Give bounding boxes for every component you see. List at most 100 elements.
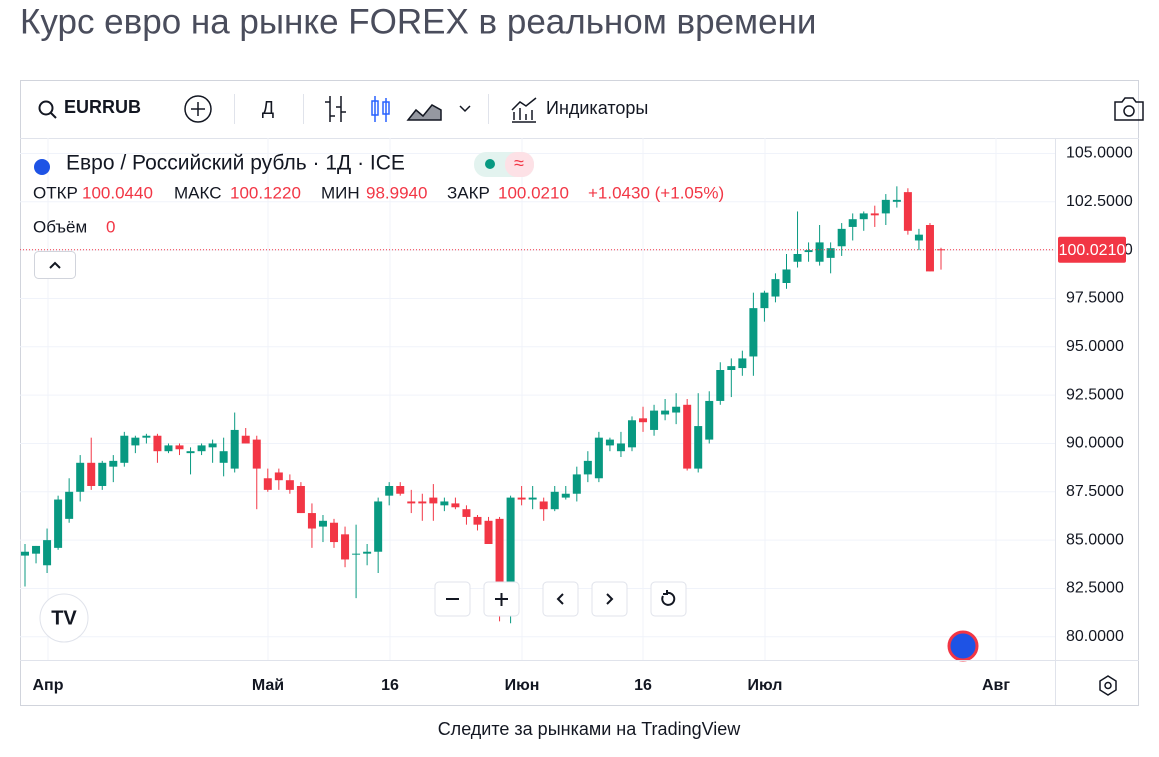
- area-icon[interactable]: [406, 104, 442, 121]
- legend: Евро / Российский рубль · 1Д · ICE ≈ ОТК…: [33, 152, 724, 279]
- candle-body: [903, 192, 912, 231]
- price-marker-label: 100.0210: [1059, 242, 1126, 259]
- candle-body: [815, 242, 824, 262]
- candle-body: [43, 540, 52, 566]
- candle-body: [892, 199, 901, 202]
- low-value: 98.9940: [366, 183, 427, 202]
- candle-body: [164, 445, 173, 452]
- y-tick-label: 82.5000: [1066, 580, 1124, 597]
- scroll-left[interactable]: [542, 581, 579, 617]
- candle-body: [550, 491, 559, 510]
- candle-body: [263, 478, 272, 490]
- x-tick-label: 16: [634, 677, 652, 694]
- candle-body: [616, 443, 625, 452]
- candle-body: [186, 451, 195, 454]
- tv-logo[interactable]: [39, 593, 89, 643]
- y-tick-label: 95.0000: [1066, 338, 1124, 355]
- y-tick-label: 102.5000: [1066, 193, 1133, 210]
- x-tick-label: Авг: [982, 677, 1010, 694]
- collapse-button[interactable]: [34, 251, 76, 279]
- high-label: МАКС: [174, 183, 222, 202]
- candle-body: [650, 410, 659, 430]
- symbol-logo: [34, 159, 50, 175]
- search-icon[interactable]: [38, 100, 54, 116]
- page-title: Курс евро на рынке FOREX в реальном врем…: [20, 2, 816, 41]
- candle-body: [252, 439, 261, 469]
- volume-label: Объём: [33, 217, 87, 236]
- candle-body: [694, 426, 703, 469]
- candle-body: [749, 308, 758, 357]
- candle-body: [484, 520, 493, 544]
- candle-body: [605, 439, 614, 446]
- open-label: ОТКР: [33, 183, 78, 202]
- candle-body: [65, 491, 74, 519]
- zoom-controls: [434, 581, 687, 617]
- candle-body: [374, 501, 383, 552]
- low-label: МИН: [321, 183, 360, 202]
- candle-body: [87, 462, 96, 486]
- close-label: ЗАКР: [447, 183, 490, 202]
- candle-body: [407, 501, 416, 504]
- candle-body: [517, 497, 526, 500]
- candle-body: [318, 520, 327, 527]
- candle-body: [539, 501, 548, 510]
- candle-body: [120, 435, 129, 463]
- y-tick-label: 97.5000: [1066, 290, 1124, 307]
- candle-body: [473, 516, 482, 525]
- candles-icon[interactable]: [371, 96, 390, 122]
- interval[interactable]: Д: [262, 98, 274, 118]
- currency-badge: [947, 630, 979, 662]
- x-tick-label: Апр: [33, 677, 64, 694]
- change-value: +1.0430 (+1.05%): [588, 183, 724, 202]
- candle-body: [153, 435, 162, 452]
- chart-type-menu[interactable]: [459, 105, 471, 113]
- y-tick-label: 80.0000: [1066, 628, 1124, 645]
- candle-body: [21, 551, 29, 556]
- indicators-icon[interactable]: [511, 97, 537, 123]
- indicators[interactable]: Индикаторы: [546, 98, 648, 118]
- candle-body: [241, 435, 250, 444]
- y-tick-label: 92.5000: [1066, 386, 1124, 403]
- candle-body: [506, 497, 515, 608]
- candle-body: [771, 279, 780, 297]
- candle-body: [561, 493, 570, 498]
- candle-body: [848, 219, 857, 227]
- candle-body: [363, 551, 372, 554]
- candle-body: [881, 199, 890, 214]
- candle-body: [285, 480, 294, 490]
- candle-body: [683, 404, 692, 469]
- candle-body: [495, 518, 504, 608]
- candle-body: [583, 460, 592, 475]
- scroll-right[interactable]: [591, 581, 628, 617]
- candle-body: [296, 486, 305, 514]
- plot: 80.0000 82.5000 85.0000 87.5000 90.0000 92.50…: [20, 138, 1133, 694]
- candle-body: [197, 445, 206, 452]
- candle-body: [396, 486, 405, 494]
- reset-button[interactable]: [650, 581, 687, 617]
- candle-body: [109, 460, 118, 467]
- bars-icon[interactable]: [325, 96, 346, 122]
- settings-button[interactable]: [1099, 675, 1117, 696]
- candle-body: [705, 400, 714, 440]
- footer: Следите за рынками на TradingView: [438, 719, 742, 739]
- compare-button[interactable]: [184, 95, 212, 123]
- candle-body: [330, 522, 339, 543]
- candle-body: [98, 462, 107, 486]
- candle-body: [859, 213, 868, 220]
- candle-body: [572, 474, 581, 494]
- candle-body: [274, 472, 283, 481]
- candle-body: [661, 410, 670, 415]
- y-tick-label: 87.5000: [1066, 483, 1124, 500]
- candle-body: [528, 497, 537, 500]
- candle-body: [925, 225, 934, 272]
- x-tick-label: Май: [252, 677, 284, 694]
- snapshot-button[interactable]: [1114, 97, 1144, 121]
- svg-text:≈: ≈: [514, 153, 524, 173]
- volume-value: 0: [106, 217, 115, 236]
- candle-body: [32, 545, 41, 554]
- symbol[interactable]: EURRUB: [64, 97, 141, 117]
- candle-body: [219, 451, 228, 463]
- candle-body: [804, 250, 813, 253]
- candle-body: [341, 534, 350, 560]
